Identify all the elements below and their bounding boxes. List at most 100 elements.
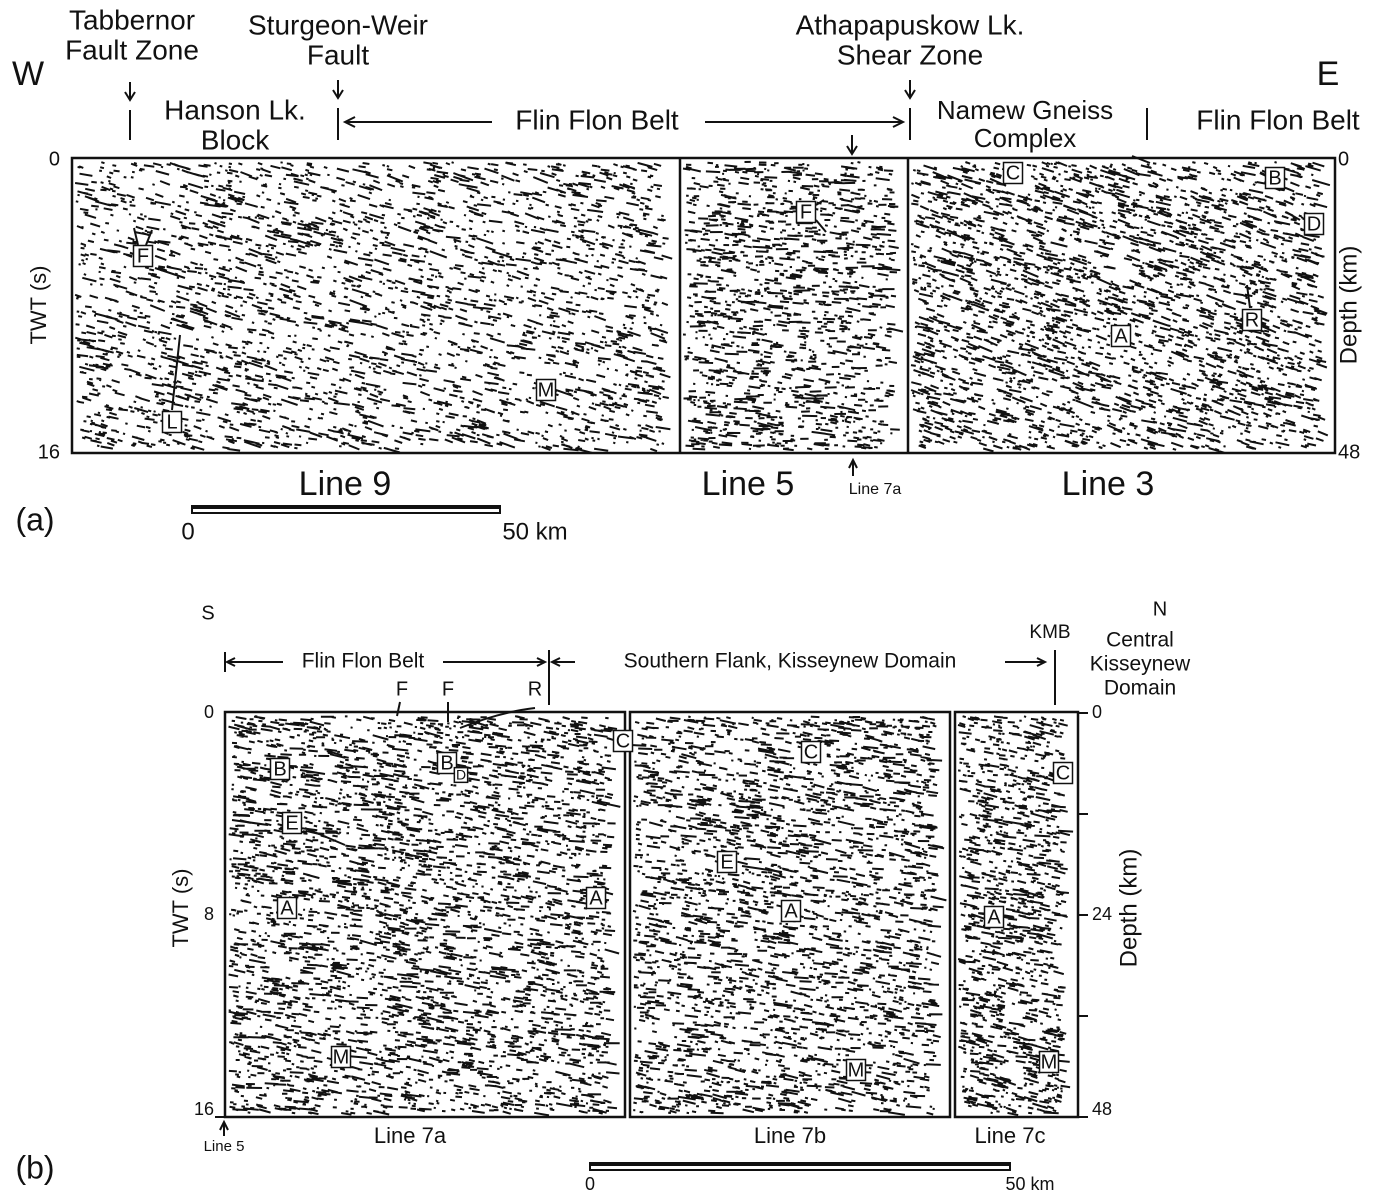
tick-label: 48	[1092, 1099, 1112, 1119]
complex-label: Complex	[974, 123, 1077, 153]
marker-label: E	[720, 851, 733, 873]
section-label: Line 7b	[754, 1123, 826, 1148]
marker-box	[161, 410, 183, 434]
panel-label: (b)	[15, 1149, 54, 1185]
tick-label: 0	[1092, 702, 1102, 722]
marker-box	[1241, 308, 1263, 332]
north-label: N	[1153, 598, 1167, 620]
east-label: E	[1317, 55, 1340, 93]
scale-label: 0	[181, 518, 194, 545]
marker-label: B	[1268, 167, 1281, 189]
section-label: Line 9	[299, 465, 392, 503]
fault-label: Shear Zone	[837, 39, 983, 70]
belt-label: Flin Flon Belt	[1196, 104, 1360, 135]
marker-label: L	[166, 411, 177, 433]
axis-title: TWT (s)	[26, 265, 51, 344]
seismic-reflections	[74, 161, 673, 454]
axis-title: Depth (km)	[1115, 849, 1142, 968]
marker-label: D	[1307, 213, 1321, 235]
marker-label: C	[1056, 762, 1070, 784]
fault-label: Fault	[307, 39, 369, 70]
marker-label: M	[848, 1059, 865, 1081]
marker-label: C	[1006, 162, 1020, 184]
marker-box	[1110, 324, 1132, 348]
marker-label: A	[1114, 325, 1128, 347]
tick-label: 0	[49, 148, 60, 170]
axis-title: TWT (s)	[168, 868, 193, 947]
marker-label: F	[800, 201, 812, 223]
marker-box	[800, 740, 822, 764]
belt-label: Flin Flon Belt	[515, 104, 679, 135]
fault-label: Tabbernor	[69, 4, 195, 35]
marker-box	[132, 244, 154, 268]
south-label: S	[201, 602, 214, 624]
seismic-reflections	[632, 715, 947, 1116]
domain-label: Domain	[1104, 677, 1176, 700]
panel-b-frame	[215, 710, 1088, 1119]
marker-label: A	[280, 897, 294, 919]
domain-label: Kisseynew	[1090, 653, 1191, 676]
panel-label: (a)	[15, 501, 54, 537]
marker-box	[453, 766, 469, 784]
belt-label: Flin Flon Belt	[302, 650, 425, 673]
complex-label: Namew Gneiss	[937, 95, 1113, 125]
scale-label: 50 km	[502, 518, 567, 545]
panel-a-annotations	[124, 80, 1301, 514]
block-label: Hanson Lk.	[164, 94, 306, 125]
marker-box	[330, 1045, 352, 1069]
marker-box	[585, 886, 607, 910]
fault-label: Sturgeon-Weir	[248, 9, 428, 40]
marker-label: M	[1041, 1051, 1058, 1073]
kmb-label: KMB	[1029, 622, 1070, 643]
marker-box	[1303, 212, 1325, 236]
marker-label: B	[440, 752, 453, 774]
marker-label: A	[987, 906, 1001, 928]
fault-label: Athapapuskow Lk.	[796, 9, 1025, 40]
marker-box	[1052, 761, 1074, 785]
fault-label: Fault Zone	[65, 34, 199, 65]
fault-label: F	[396, 678, 408, 700]
marker-box	[436, 751, 458, 775]
marker-box	[716, 850, 738, 874]
section-label: Line 7a	[374, 1123, 447, 1148]
marker-box	[1038, 1050, 1060, 1074]
marker-box	[535, 378, 557, 402]
seismic-reflections	[682, 160, 904, 452]
domain-label: Central	[1106, 629, 1174, 652]
marker-label: C	[804, 741, 818, 763]
seismic-reflections	[910, 161, 1331, 454]
panel-a-frame	[70, 156, 1337, 455]
marker-box	[983, 905, 1005, 929]
tick-label: 8	[204, 904, 214, 924]
marker-label: F	[137, 245, 149, 267]
marker-label: C	[616, 730, 630, 752]
marker-box	[845, 1058, 867, 1082]
tick-label: 0	[1338, 148, 1349, 170]
scale-label: 50 km	[1005, 1174, 1054, 1194]
tick-label: 16	[38, 441, 60, 463]
west-label: W	[12, 55, 44, 93]
flank-label: Southern Flank, Kisseynew Domain	[624, 650, 957, 673]
fault-label: R	[528, 678, 542, 700]
axis-title: Depth (km)	[1335, 246, 1362, 365]
marker-box	[269, 757, 291, 781]
marker-label: A	[784, 900, 798, 922]
marker-label: E	[285, 812, 298, 834]
fault-label: F	[442, 678, 454, 700]
marker-label: M	[538, 379, 555, 401]
section-label: Line 5	[702, 465, 795, 503]
tick-label: 16	[194, 1099, 214, 1119]
marker-label: D	[456, 767, 466, 783]
marker-box	[795, 200, 817, 224]
section-label: Line 7c	[975, 1123, 1046, 1148]
tick-label: 0	[204, 702, 214, 722]
marker-box	[612, 729, 634, 753]
marker-box	[1002, 161, 1024, 185]
marker-label: R	[1245, 309, 1259, 331]
marker-box	[276, 896, 298, 920]
marker-label: M	[333, 1046, 350, 1068]
marker-box	[780, 899, 802, 923]
crossing-label: Line 7a	[849, 481, 902, 498]
tick-label: 24	[1092, 904, 1112, 924]
